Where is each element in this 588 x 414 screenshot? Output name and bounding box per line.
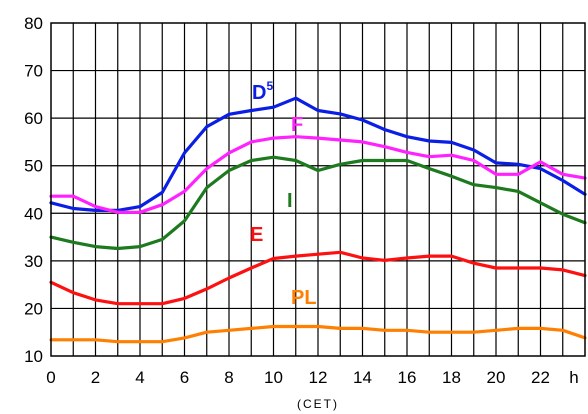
x-tick-label: 2: [91, 368, 100, 387]
series-label-d: D5: [252, 79, 273, 104]
y-tick-label: 30: [24, 252, 43, 271]
y-tick-labels: 10 20 30 40 50 60 70 80: [24, 14, 43, 366]
x-tick-label: 10: [264, 368, 283, 387]
x-axis-label: (CET): [297, 397, 339, 411]
x-tick-label: 18: [442, 368, 461, 387]
series-line-pl: [49, 324, 587, 344]
series-label-f: F: [291, 114, 303, 136]
series-label-pl: PL: [291, 287, 317, 309]
x-tick-label: 20: [487, 368, 506, 387]
series-line-f: [49, 135, 587, 214]
x-tick-label: 8: [224, 368, 233, 387]
x-unit-label: h: [569, 368, 578, 387]
x-tick-labels: 0 2 4 6 8 10 12 14 16 18 20 22: [46, 368, 550, 387]
x-tick-label: 16: [398, 368, 417, 387]
y-tick-label: 50: [24, 157, 43, 176]
series-label-i: I: [287, 190, 293, 212]
y-tick-label: 40: [24, 204, 43, 223]
x-tick-label: 4: [135, 368, 144, 387]
x-tick-label: 12: [309, 368, 328, 387]
series-label-superscript: 5: [266, 79, 273, 93]
series-labels: D5 F I E PL: [250, 79, 317, 309]
plot-frame: [50, 22, 586, 357]
series-lines: [49, 96, 587, 344]
x-tick-label: 14: [353, 368, 372, 387]
series-label-e: E: [250, 224, 263, 246]
series-line-e: [49, 250, 587, 306]
x-tick-label: 22: [531, 368, 550, 387]
series-line-i: [49, 155, 587, 251]
y-tick-label: 80: [24, 14, 43, 33]
series-line-d: [49, 96, 587, 212]
y-tick-label: 70: [24, 62, 43, 81]
y-tick-label: 60: [24, 109, 43, 128]
x-tick-label: 0: [46, 368, 55, 387]
x-tick-label: 6: [180, 368, 189, 387]
y-tick-label: 20: [24, 299, 43, 318]
y-tick-label: 10: [24, 347, 43, 366]
